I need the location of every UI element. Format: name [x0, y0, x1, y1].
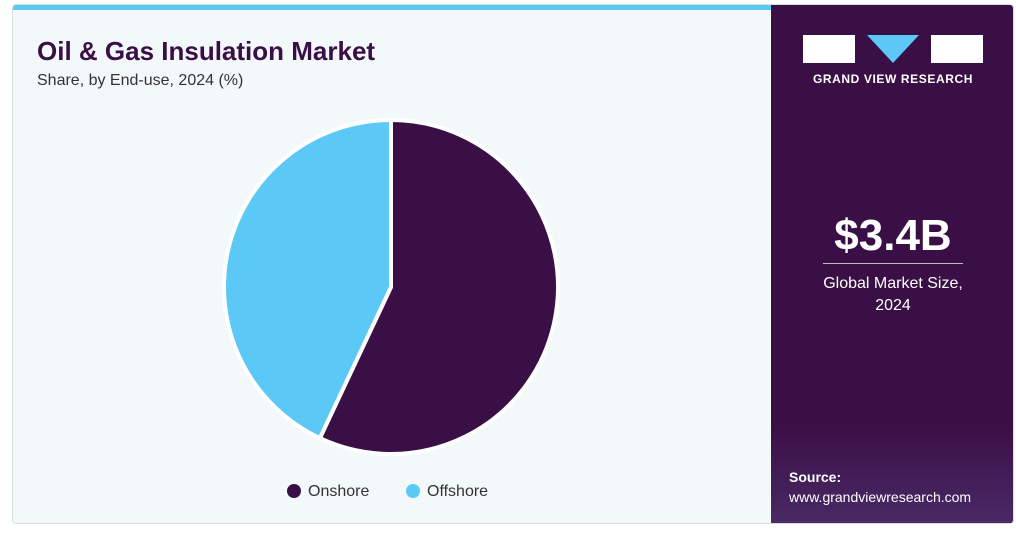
logo-block	[931, 35, 983, 63]
pie-slice	[317, 117, 560, 456]
chart-area: Oil & Gas Insulation Market Share, by En…	[13, 5, 771, 523]
market-size-label: Global Market Size, 2024	[823, 275, 963, 314]
legend-label: Onshore	[308, 483, 369, 500]
legend-swatch	[406, 484, 420, 498]
decor	[771, 425, 1013, 523]
logo	[803, 35, 983, 63]
logo-block	[803, 35, 855, 63]
chart-subtitle: Share, by End-use, 2024 (%)	[37, 72, 244, 89]
legend-swatch	[287, 484, 301, 498]
divider	[823, 263, 963, 264]
card: Oil & Gas Insulation Market Share, by En…	[12, 4, 1014, 524]
pie-slice	[222, 117, 393, 441]
source-url: www.grandviewresearch.com	[789, 489, 972, 505]
market-size: $3.4B	[834, 211, 952, 260]
legend-label: Offshore	[427, 483, 488, 500]
brand: GRAND VIEW RESEARCH	[812, 72, 974, 86]
chart: Onshore Offshore	[222, 117, 560, 500]
side-panel: GRAND VIEW RESEARCH $3.4B Global Market …	[771, 5, 1013, 523]
chart-title: Oil & Gas Insulation Market	[37, 36, 376, 66]
logo-triangle	[867, 35, 919, 63]
source-label: Source:	[789, 469, 842, 485]
